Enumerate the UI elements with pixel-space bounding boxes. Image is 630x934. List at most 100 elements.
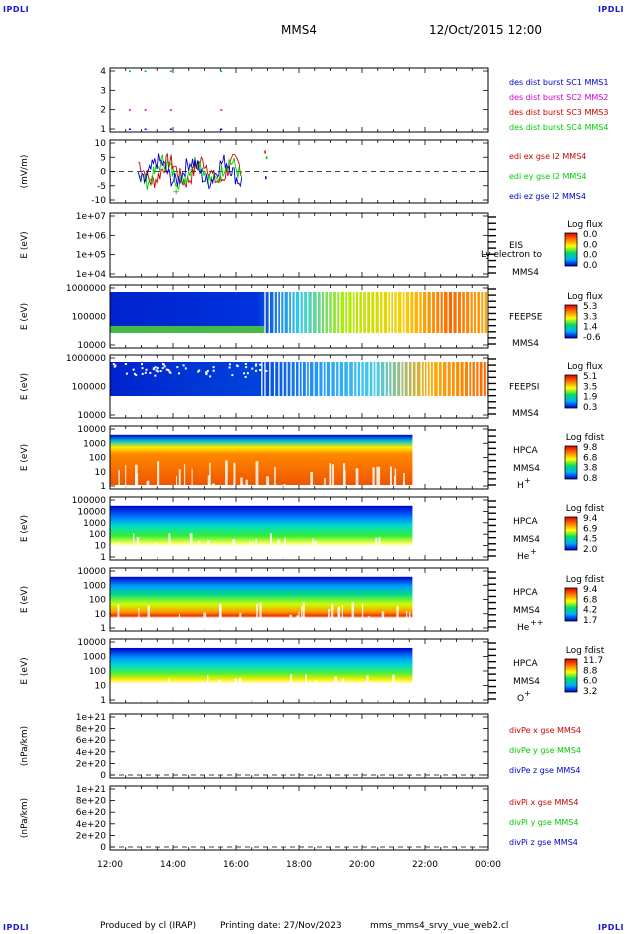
y-tick-label: 3: [100, 86, 106, 96]
colorbar-tick-label: 6.0: [583, 677, 598, 687]
data-gap: [198, 369, 201, 372]
instrument-label: FEEPSE: [509, 313, 543, 323]
data-gap: [335, 292, 338, 333]
data-gap: [219, 605, 222, 631]
data-gap: [454, 362, 457, 396]
data-gap: [446, 362, 448, 396]
colorbar: [564, 445, 578, 480]
colorbar-tick-label: 3.3: [583, 312, 597, 322]
data-gap: [307, 292, 309, 333]
data-gap: [375, 537, 378, 563]
data-gap: [314, 541, 318, 567]
spectrogram: [110, 505, 413, 556]
data-gap: [232, 539, 236, 565]
data-gap: [189, 533, 193, 559]
data-gap: [225, 460, 228, 486]
data-gap: [447, 292, 449, 333]
data-gap: [290, 362, 292, 396]
data-gap: [185, 554, 188, 580]
data-gap: [314, 680, 317, 706]
y-axis-label: (mV/m): [20, 155, 30, 189]
data-gap: [155, 542, 158, 568]
burst-mark: [144, 70, 147, 72]
data-gap: [243, 372, 246, 375]
panel-hpca_o: 10000 1000 100 10 1 E (eV) HPCA MMS4 O+ Log fdist…: [20, 638, 605, 724]
x-tick-label: 16:00: [223, 860, 249, 870]
y-tick-label: 4e+20: [76, 820, 107, 830]
data-gap: [306, 620, 310, 646]
colorbar-tick-label: 11.7: [583, 656, 603, 666]
data-gap: [145, 368, 148, 371]
data-gap: [118, 541, 120, 568]
data-gap: [251, 682, 253, 709]
data-gap: [289, 614, 292, 640]
data-gap: [298, 611, 300, 637]
data-gap: [379, 362, 381, 396]
colorbar-tick-label: 9.4: [583, 514, 598, 524]
y-tick-label: 100: [89, 596, 106, 606]
burst-mark: [144, 109, 147, 111]
data-gap: [178, 613, 181, 639]
data-gap: [331, 603, 334, 629]
data-gap: [184, 367, 187, 370]
colorbar-title: Log fdist: [566, 504, 605, 514]
colorbar-tick-label: 8.8: [583, 666, 598, 676]
y-tick-label: 1e+05: [76, 251, 106, 261]
y-tick-label: 10: [95, 468, 107, 478]
y-axis-label: E (eV): [20, 231, 30, 258]
data-gap: [442, 292, 445, 333]
data-gap: [392, 674, 395, 701]
data-gap: [241, 483, 244, 509]
panel-frame: [109, 713, 489, 779]
data-gap: [125, 465, 127, 491]
species-charge: ++: [530, 618, 543, 627]
data-gap: [482, 362, 484, 396]
data-gap: [236, 552, 240, 578]
data-gap: [132, 533, 135, 559]
data-gap: [217, 679, 221, 706]
data-gap: [269, 362, 271, 396]
data-gap: [361, 292, 364, 333]
data-gap: [226, 622, 230, 648]
data-gap: [452, 292, 454, 333]
x-tick-label: 14:00: [160, 860, 186, 870]
data-gap: [375, 362, 377, 396]
data-gap: [303, 691, 305, 718]
data-gap: [311, 538, 315, 564]
data-gap: [154, 374, 157, 377]
data-gap: [450, 362, 453, 396]
y-tick-label: 1: [100, 125, 106, 135]
data-gap: [321, 619, 324, 645]
edi-series: [137, 153, 243, 190]
data-gap: [342, 362, 345, 396]
burst-mark: [220, 128, 223, 130]
data-gap: [423, 362, 426, 396]
data-gap: [264, 362, 266, 396]
colorbar-title: Log flux: [567, 220, 603, 230]
data-gap: [313, 362, 315, 396]
data-gap: [244, 375, 247, 378]
footer-printing-date: Printing date: 27/Nov/2023: [220, 921, 342, 931]
data-gap: [471, 362, 473, 396]
data-gap: [176, 366, 179, 369]
instrument-label: HPCA: [513, 446, 538, 456]
spectrogram: [110, 647, 413, 699]
data-gap: [168, 533, 171, 559]
colorbar-tick-label: 1.7: [583, 616, 597, 626]
colorbar-title: Log flux: [567, 362, 603, 372]
legend-entry: edi ez gse l2 MMS4: [509, 192, 586, 201]
species-label: H: [517, 481, 524, 491]
data-gap: [358, 292, 360, 333]
x-tick-label: 00:00: [475, 860, 501, 870]
data-gap: [238, 678, 242, 704]
y-tick-label: 100: [89, 454, 106, 464]
data-gap: [157, 461, 160, 487]
data-gap: [255, 461, 259, 487]
data-gap: [342, 678, 345, 704]
y-tick-label: 10: [95, 139, 107, 149]
data-gap: [320, 292, 322, 333]
data-gap: [463, 362, 465, 396]
data-gap: [403, 362, 405, 396]
